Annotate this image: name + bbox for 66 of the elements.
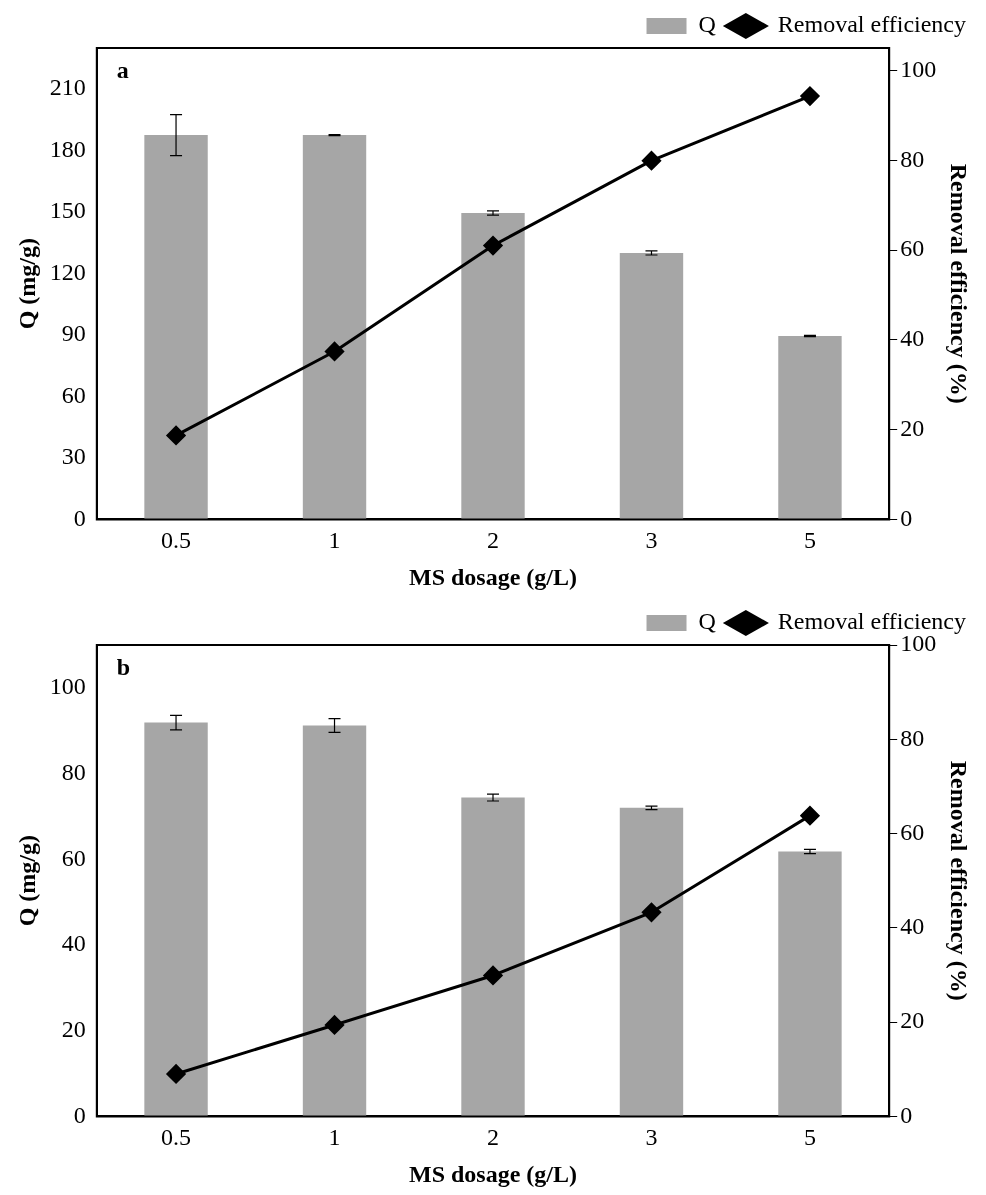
y-tick-label: 180 xyxy=(49,135,86,162)
y-axis-title: Q (mg/g) xyxy=(13,835,40,927)
y-tick-label: 30 xyxy=(61,443,86,470)
y-tick-label: 0 xyxy=(73,504,86,531)
bar xyxy=(778,335,842,520)
bar xyxy=(302,135,367,520)
y2-axis-title: Removal efficiency (%) xyxy=(946,760,973,1001)
x-tick-label: 0.5 xyxy=(161,1124,192,1151)
y2-tick-label: 60 xyxy=(900,235,925,262)
y2-tick-label: 20 xyxy=(900,414,925,441)
x-tick-label: 3 xyxy=(645,1124,658,1151)
y-tick-label: 210 xyxy=(49,74,86,101)
x-axis-title: MS dosage (g/L) xyxy=(409,563,577,590)
y2-tick-label: 80 xyxy=(900,145,925,172)
x-tick-label: 5 xyxy=(803,1124,816,1151)
point xyxy=(800,806,820,826)
y2-tick-label: 0 xyxy=(900,504,913,531)
point xyxy=(800,86,820,106)
x-axis-title: MS dosage (g/L) xyxy=(409,1160,577,1187)
legend-label: Q xyxy=(698,608,716,635)
y2-axis-title: Removal efficiency (%) xyxy=(946,163,973,404)
bar xyxy=(461,212,525,520)
annotation: a xyxy=(116,57,129,84)
y-tick-label: 40 xyxy=(61,930,86,957)
point xyxy=(641,151,661,171)
x-tick-label: 2 xyxy=(487,527,499,554)
bar xyxy=(302,725,367,1117)
bar xyxy=(461,797,525,1117)
x-tick-label: 5 xyxy=(803,527,816,554)
x-tick-label: 3 xyxy=(645,527,658,554)
point xyxy=(166,425,186,445)
legend-label: Q xyxy=(698,11,716,38)
legend-label: Removal efficiency xyxy=(777,11,967,38)
y-tick-label: 90 xyxy=(61,320,86,347)
y2-tick-label: 100 xyxy=(900,55,937,82)
point xyxy=(166,1064,186,1084)
x-tick-label: 1 xyxy=(328,527,341,554)
y-tick-label: 120 xyxy=(49,258,86,285)
point xyxy=(641,902,661,922)
bar xyxy=(144,135,208,520)
y-tick-label: 80 xyxy=(61,758,86,785)
y2-tick-label: 60 xyxy=(900,818,925,845)
y-tick-label: 100 xyxy=(49,673,86,700)
y2-tick-label: 0 xyxy=(900,1101,913,1128)
y-tick-label: 60 xyxy=(61,844,86,871)
y2-tick-label: 80 xyxy=(900,724,925,751)
point xyxy=(483,236,503,256)
bar xyxy=(619,252,684,520)
point xyxy=(483,965,503,985)
bar xyxy=(619,807,684,1117)
y-tick-label: 150 xyxy=(49,197,86,224)
annotation: b xyxy=(116,654,131,681)
x-tick-label: 1 xyxy=(328,1124,341,1151)
y2-tick-label: 20 xyxy=(900,1007,925,1034)
y2-tick-label: 40 xyxy=(900,913,925,940)
y-axis-title: Q (mg/g) xyxy=(13,238,40,330)
x-tick-label: 2 xyxy=(487,1124,499,1151)
point xyxy=(325,1015,345,1035)
y-tick-label: 20 xyxy=(61,1015,86,1042)
x-tick-label: 0.5 xyxy=(161,527,192,554)
y2-tick-label: 40 xyxy=(900,325,925,352)
bar xyxy=(144,722,208,1117)
y-tick-label: 0 xyxy=(73,1101,86,1128)
bar xyxy=(778,851,842,1117)
y-tick-label: 60 xyxy=(61,381,86,408)
point xyxy=(325,341,345,361)
